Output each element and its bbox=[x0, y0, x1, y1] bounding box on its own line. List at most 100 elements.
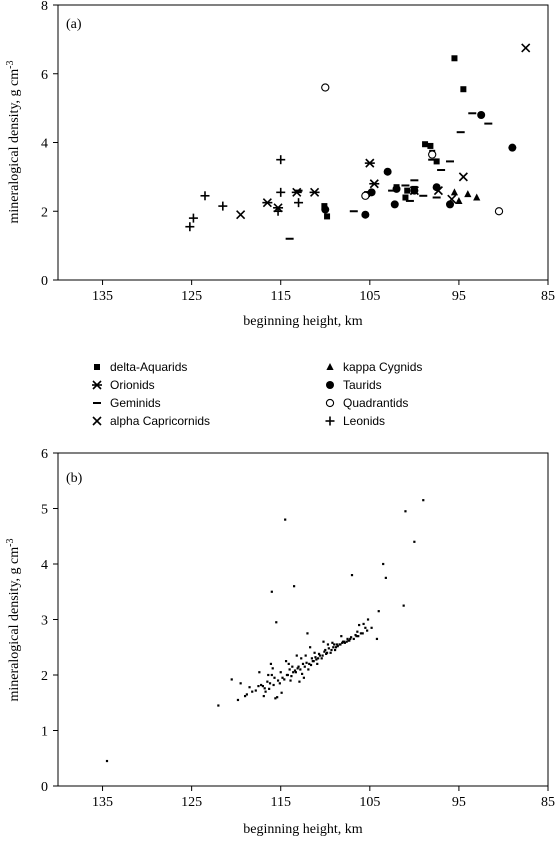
panel-b-point-series-0 bbox=[243, 694, 247, 698]
panel-a-point-taurids bbox=[432, 183, 441, 192]
panel-b-point-series-0 bbox=[340, 635, 343, 638]
panel-a-point-orionids bbox=[369, 179, 380, 189]
panel-b-point-series-0 bbox=[306, 632, 309, 635]
panel-a-y-ticks: 0 2 4 6 8 bbox=[41, 0, 58, 289]
panel-a-point-orionids bbox=[291, 187, 302, 197]
panel-a-label: (a) bbox=[66, 17, 82, 32]
panel-a-point-leonids bbox=[276, 155, 286, 165]
panel-a-point-delta-aquarids bbox=[433, 158, 440, 165]
panel-b-y-tick-label: 3 bbox=[41, 614, 48, 629]
panel-b-point-series-0 bbox=[359, 632, 363, 635]
panel-a: (a) 135 125 115 105 95 85 0 2 4 6 8 beginning hei… bbox=[5, 0, 555, 329]
panel-b-point-series-0 bbox=[338, 643, 341, 646]
panel-a-point-taurids bbox=[390, 200, 399, 209]
panel-b-point-series-0 bbox=[336, 645, 339, 648]
panel-b-point-series-0 bbox=[333, 648, 337, 652]
panel-a-point-leonids bbox=[276, 187, 286, 197]
panel-b-point-series-0 bbox=[267, 673, 270, 677]
panel-b-point-series-0 bbox=[324, 648, 327, 652]
panel-b-point-series-0 bbox=[290, 675, 293, 678]
panel-b-point-series-0 bbox=[251, 690, 254, 693]
panel-b-point-series-0 bbox=[350, 574, 354, 577]
panel-a-point-taurids bbox=[446, 200, 454, 209]
panel-b-point-series-0 bbox=[297, 665, 300, 668]
panel-a-y-axis-label: mineralogical density, g cm-3 bbox=[5, 61, 22, 224]
panel-b-point-series-0 bbox=[309, 646, 312, 649]
panel-a-point-taurids bbox=[321, 205, 330, 214]
panel-a-x-tick-label: 115 bbox=[270, 289, 290, 304]
panel-b-point-series-0 bbox=[375, 637, 379, 641]
panel-a-y-axis-label-text: mineralogical density, g cm bbox=[7, 69, 22, 224]
panel-b-point-series-0 bbox=[349, 637, 352, 641]
panel-b-x-axis-label: beginning height, km bbox=[243, 822, 362, 837]
panel-b-point-series-0 bbox=[294, 671, 297, 674]
panel-b-y-axis-unit-exponent: -3 bbox=[5, 539, 16, 547]
panel-b-point-series-0 bbox=[335, 643, 338, 646]
panel-b-point-series-0 bbox=[311, 660, 314, 663]
panel-a-point-delta-aquarids bbox=[324, 213, 331, 220]
panel-b-point-series-0 bbox=[293, 669, 297, 672]
panel-b-point-series-0 bbox=[354, 633, 357, 637]
panel-b-point-series-0 bbox=[264, 690, 267, 693]
panel-b-point-series-0 bbox=[347, 639, 350, 642]
panel-b-point-series-0 bbox=[364, 626, 367, 629]
panel-b-point-series-0 bbox=[422, 499, 425, 502]
panel-b-point-series-0 bbox=[105, 759, 109, 763]
legend-label-taurids: Taurids bbox=[343, 378, 382, 392]
panel-b-point-series-0 bbox=[316, 662, 319, 665]
panel-b-y-axis-label-text: mineralogical density, g cm bbox=[7, 547, 22, 702]
panel-b-point-series-0 bbox=[300, 657, 303, 660]
panel-a-point-quadrantids bbox=[428, 150, 437, 159]
panel-b-point-series-0 bbox=[257, 685, 260, 688]
panel-a-points bbox=[185, 43, 531, 240]
legend: delta-Aquarids Orionids Geminids alpha Capr… bbox=[92, 360, 422, 428]
panel-b-point-series-0 bbox=[343, 641, 346, 644]
panel-a-y-tick-label: 8 bbox=[41, 0, 48, 14]
panel-b-point-series-0 bbox=[370, 626, 373, 629]
panel-b-point-series-0 bbox=[291, 665, 294, 668]
panel-a-point-delta-aquarids bbox=[402, 194, 409, 201]
panel-b-point-series-0 bbox=[322, 640, 325, 643]
panel-b-x-tick-label: 85 bbox=[541, 795, 555, 810]
panel-a-point-leonids bbox=[188, 213, 198, 223]
panel-b-frame bbox=[57, 452, 549, 787]
panel-a-point-leonids bbox=[218, 201, 228, 211]
legend-label-delta-aquarids: delta-Aquarids bbox=[110, 360, 187, 374]
panel-a-point-quadrantids bbox=[494, 207, 504, 216]
panel-b-point-series-0 bbox=[245, 693, 248, 696]
panel-b-x-tick-label: 125 bbox=[181, 795, 202, 810]
panel-b-point-series-0 bbox=[314, 656, 317, 659]
panel-a-x-tick-label: 105 bbox=[359, 289, 380, 304]
panel-b-point-series-0 bbox=[284, 518, 287, 521]
panel-b-point-series-0 bbox=[352, 637, 355, 641]
panel-b-point-series-0 bbox=[260, 683, 263, 687]
legend-label-alpha-capricornids: alpha Capricornids bbox=[110, 414, 210, 428]
panel-b-point-series-0 bbox=[325, 652, 328, 656]
panel-b-point-series-0 bbox=[329, 651, 332, 654]
legend-label-geminids: Geminids bbox=[110, 396, 161, 410]
panel-b-point-series-0 bbox=[331, 641, 334, 644]
panel-a-point-leonids bbox=[273, 206, 283, 216]
panel-b-point-series-0 bbox=[270, 590, 273, 593]
panel-a-point-quadrantids bbox=[361, 191, 370, 200]
panel-b-point-series-0 bbox=[273, 676, 276, 679]
panel-b-point-series-0 bbox=[281, 676, 284, 679]
panel-b-point-series-0 bbox=[283, 678, 286, 681]
panel-b-point-series-0 bbox=[298, 680, 301, 683]
panel-b-y-tick-label: 1 bbox=[41, 725, 48, 740]
panel-b-point-series-0 bbox=[366, 618, 370, 621]
panel-a-point-taurids bbox=[410, 186, 419, 195]
panel-a-point-delta-aquarids bbox=[427, 142, 434, 149]
panel-b-point-series-0 bbox=[320, 657, 323, 660]
panel-b-point-series-0 bbox=[296, 667, 299, 670]
panel-b-point-series-0 bbox=[334, 646, 338, 649]
panel-a-point-kappa-cygnids bbox=[455, 196, 463, 204]
panel-b-point-series-0 bbox=[313, 651, 316, 654]
legend-marker-orionids bbox=[92, 380, 102, 390]
panel-b-point-series-0 bbox=[263, 687, 266, 690]
panel-b-y-tick-label: 0 bbox=[41, 780, 48, 795]
panel-b-point-series-0 bbox=[346, 637, 349, 641]
panel-a-point-leonids bbox=[294, 198, 304, 208]
panel-b-point-series-0 bbox=[308, 662, 311, 665]
panel-b-point-series-0 bbox=[377, 610, 380, 613]
